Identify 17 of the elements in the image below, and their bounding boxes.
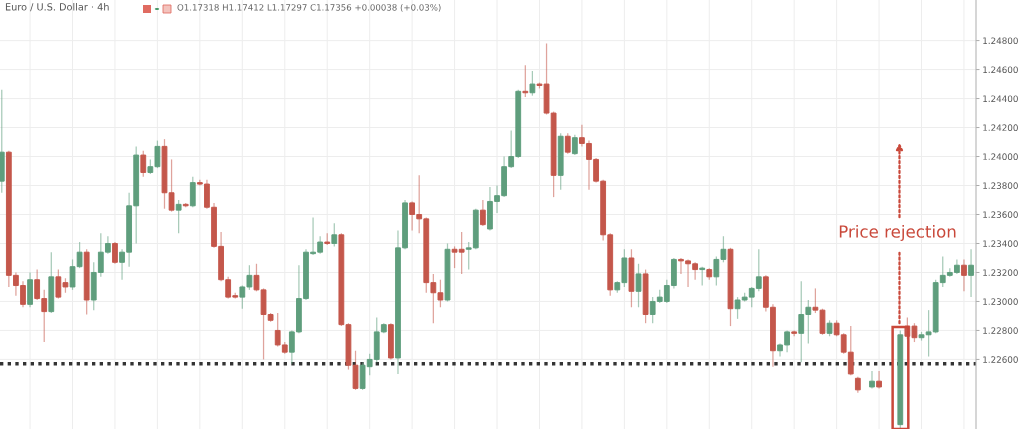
chart-title: Euro / U.S. Dollar · 4h (5, 3, 109, 12)
y-tick-label: 1.23000 (983, 298, 1018, 305)
candlestick (869, 370, 875, 390)
y-tick-label: 1.23600 (983, 211, 1018, 218)
annotation: Price rejection (839, 224, 956, 242)
y-tick-label: 1.24600 (983, 66, 1018, 74)
y-tick-label: 1.22600 (983, 356, 1018, 363)
y-tick-label: 1.24800 (983, 37, 1018, 45)
y-tick-label: 1.23400 (983, 240, 1018, 247)
y-tick-label: 1.23200 (983, 269, 1018, 276)
y-tick-label: 1.24200 (983, 124, 1018, 131)
y-tick-label: 1.23800 (983, 182, 1018, 189)
candlestick (876, 370, 882, 390)
y-tick-label: 1.24400 (983, 95, 1018, 102)
chart-subtitle: O1.17318 H1.17412 L1.17297 C1.17356 +0.00038 (+0.03%) (177, 4, 441, 12)
y-tick-label: 1.22800 (983, 327, 1018, 334)
y-tick-label: 1.24000 (983, 153, 1018, 160)
